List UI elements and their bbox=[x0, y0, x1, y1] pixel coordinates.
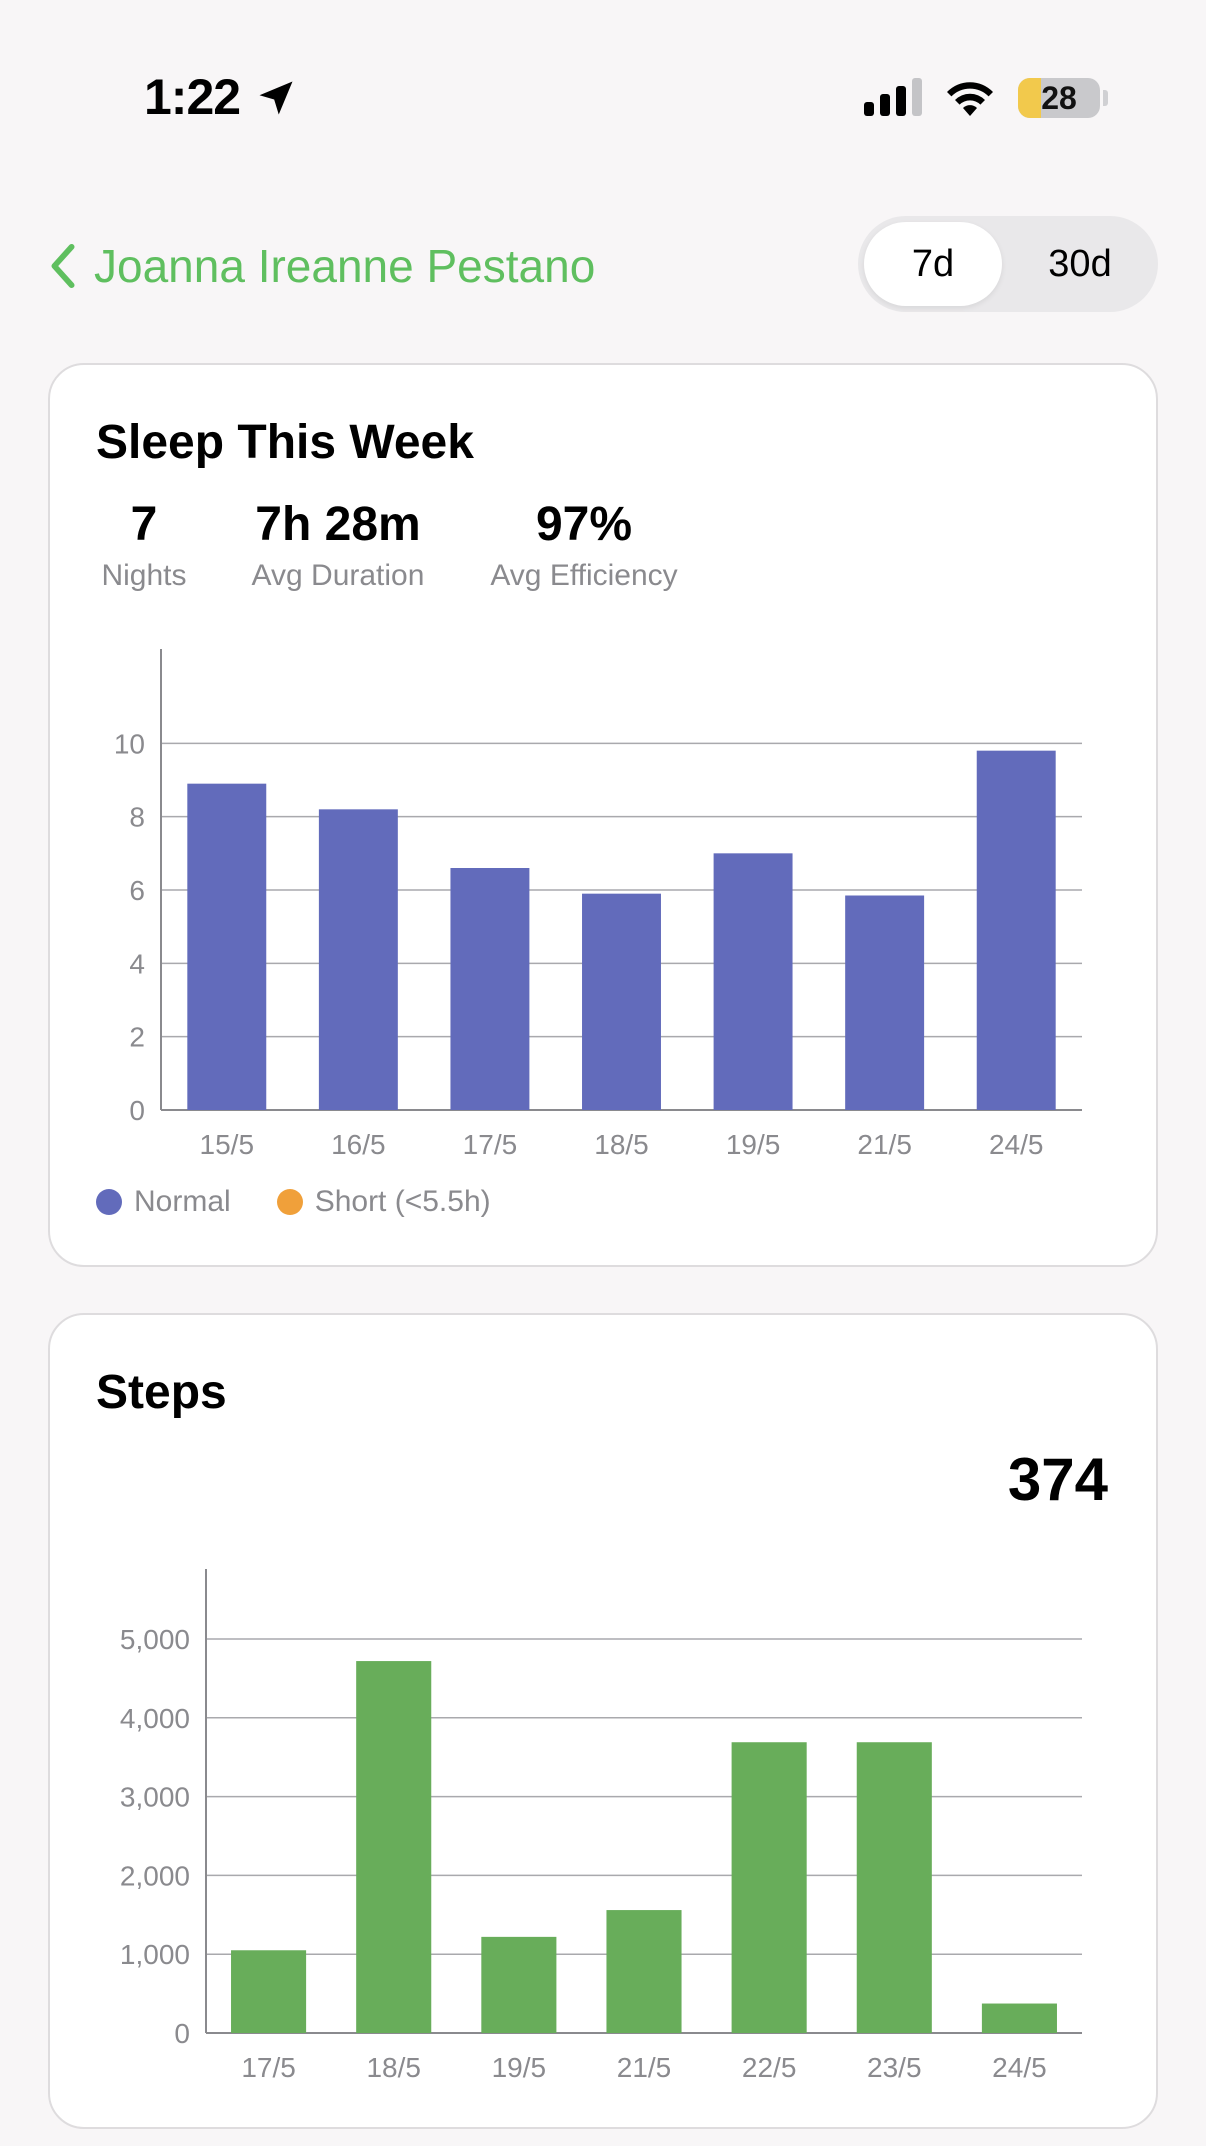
steps-chart-y-tick-label: 4,000 bbox=[120, 1703, 190, 1734]
sleep-bar-chart: 0 2 4 6 8 10 15/5 16/5 17/5 18/5 19/5 21/5 24/5 bbox=[114, 649, 1082, 1160]
wifi-icon bbox=[947, 82, 993, 116]
sleep-chart-bar bbox=[318, 809, 398, 1110]
steps-chart-x-tick-label: 22/5 bbox=[742, 2052, 797, 2083]
steps-card-title: Steps bbox=[96, 1366, 227, 1419]
stat-nights-value: 7 bbox=[130, 498, 158, 551]
legend-dot-short bbox=[276, 1189, 303, 1215]
legend-label-normal: Normal bbox=[134, 1185, 231, 1218]
battery-icon: 28 bbox=[1018, 78, 1100, 118]
sleep-chart-x-tick-label: 18/5 bbox=[594, 1129, 649, 1160]
stat-avg-efficiency-label: Avg Efficiency bbox=[490, 559, 678, 592]
sleep-chart-x-tick-label: 19/5 bbox=[726, 1129, 781, 1160]
sleep-card-title: Sleep This Week bbox=[96, 416, 474, 469]
steps-chart-y-tick-label: 5,000 bbox=[120, 1624, 190, 1655]
steps-bar-chart: 0 1,000 2,000 3,000 4,000 5,000 17/5 18/5 19/5 21… bbox=[120, 1569, 1082, 2083]
sleep-chart-bar bbox=[845, 895, 925, 1110]
sleep-chart-y-tick-label: 0 bbox=[129, 1095, 145, 1126]
back-button[interactable]: Joanna Ireanne Pestano bbox=[48, 236, 595, 296]
steps-chart-bar bbox=[856, 1742, 932, 2033]
stat-avg-efficiency: 97% Avg Efficiency bbox=[474, 495, 694, 593]
sleep-chart-x-tick-label: 17/5 bbox=[463, 1129, 518, 1160]
steps-chart-bar bbox=[231, 1950, 307, 2033]
sleep-card: Sleep This Week 7 Nights 7h 28m Avg Dura… bbox=[48, 363, 1158, 1267]
steps-chart-x-tick-label: 18/5 bbox=[366, 2052, 421, 2083]
steps-chart-bar bbox=[981, 2003, 1057, 2033]
battery-level-fill bbox=[1018, 78, 1041, 118]
sleep-chart-bar bbox=[976, 750, 1056, 1110]
steps-chart-y-tick-label: 0 bbox=[174, 2018, 190, 2049]
legend-item-normal: Normal bbox=[96, 1185, 231, 1219]
steps-chart-x-tick-label: 17/5 bbox=[241, 2052, 296, 2083]
chevron-left-icon bbox=[51, 243, 75, 289]
sleep-chart-bar bbox=[713, 853, 793, 1110]
sleep-chart-bar bbox=[582, 893, 661, 1110]
steps-card: Steps 374 0 1,000 2,000 3,000 4,000 5,000 17/5… bbox=[48, 1313, 1158, 2129]
location-arrow-icon bbox=[259, 81, 293, 115]
stat-avg-duration-label: Avg Duration bbox=[251, 559, 425, 592]
stat-nights: 7 Nights bbox=[96, 495, 192, 593]
legend-label-short: Short (<5.5h) bbox=[314, 1185, 491, 1218]
back-label: Joanna Ireanne Pestano bbox=[94, 240, 596, 292]
steps-chart-bar bbox=[356, 1661, 432, 2033]
steps-chart-bar bbox=[606, 1910, 682, 2033]
stat-avg-duration-value: 7h 28m bbox=[255, 498, 421, 551]
legend-dot-normal bbox=[96, 1189, 122, 1215]
steps-chart-x-tick-label: 19/5 bbox=[492, 2052, 547, 2083]
sleep-chart-x-tick-label: 21/5 bbox=[857, 1129, 912, 1160]
steps-chart-y-tick-label: 3,000 bbox=[120, 1782, 190, 1813]
sleep-chart-y-tick-label: 10 bbox=[114, 728, 145, 759]
steps-chart-x-tick-label: 24/5 bbox=[992, 2052, 1047, 2083]
steps-chart-y-tick-label: 2,000 bbox=[120, 1860, 190, 1891]
sleep-chart-y-tick-label: 2 bbox=[129, 1022, 145, 1053]
range-option-7d[interactable]: 7d bbox=[864, 222, 1002, 306]
status-time: 1:22 bbox=[144, 69, 241, 125]
sleep-chart-x-tick-label: 15/5 bbox=[200, 1129, 255, 1160]
sleep-legend: Normal Short (<5.5h) bbox=[96, 1185, 537, 1219]
range-segmented-control: 7d 30d bbox=[858, 216, 1158, 312]
steps-chart-x-tick-label: 23/5 bbox=[867, 2052, 922, 2083]
legend-item-short: Short (<5.5h) bbox=[276, 1185, 491, 1219]
stat-avg-efficiency-value: 97% bbox=[535, 498, 633, 551]
sleep-chart-bar bbox=[450, 868, 530, 1110]
sleep-chart-y-tick-label: 4 bbox=[129, 948, 145, 979]
steps-chart-bar bbox=[731, 1742, 807, 2033]
sleep-chart-y-tick-label: 6 bbox=[129, 875, 145, 906]
steps-chart-y-tick-label: 1,000 bbox=[120, 1939, 190, 1970]
steps-total-value: 374 bbox=[1007, 1446, 1108, 1513]
stat-avg-duration: 7h 28m Avg Duration bbox=[238, 495, 438, 593]
sleep-chart-bar bbox=[187, 783, 267, 1110]
cellular-signal-icon bbox=[864, 78, 922, 116]
battery-nub bbox=[1103, 90, 1108, 106]
sleep-chart-x-tick-label: 16/5 bbox=[331, 1129, 386, 1160]
sleep-chart-x-tick-label: 24/5 bbox=[989, 1129, 1044, 1160]
stat-nights-label: Nights bbox=[101, 559, 187, 592]
battery-percentage: 28 bbox=[1041, 80, 1077, 116]
steps-chart-x-tick-label: 21/5 bbox=[617, 2052, 672, 2083]
steps-chart-bar bbox=[481, 1936, 557, 2033]
sleep-chart-y-tick-label: 8 bbox=[129, 802, 145, 833]
range-option-30d[interactable]: 30d bbox=[1048, 243, 1112, 285]
